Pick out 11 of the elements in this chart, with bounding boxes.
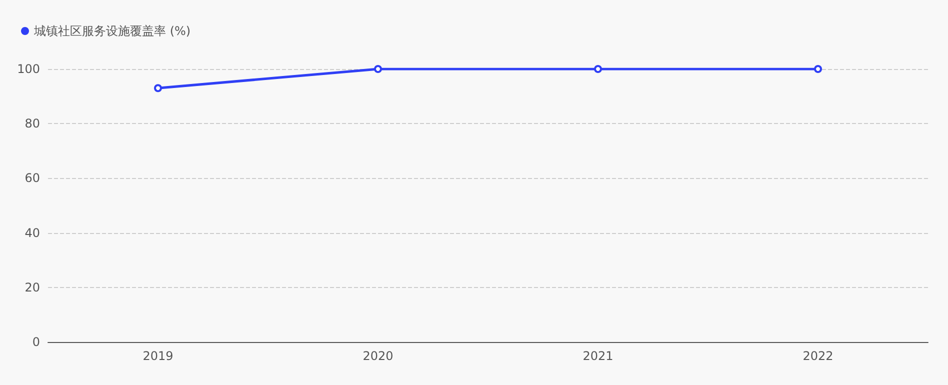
x-tick-label: 2020 xyxy=(362,349,394,363)
y-tick-label: 60 xyxy=(24,171,40,186)
y-tick-label: 20 xyxy=(24,280,40,294)
x-tick-label: 2021 xyxy=(582,349,614,363)
legend-label: 城镇社区服务设施覆盖率 (%) xyxy=(33,24,191,38)
y-tick-label: 0 xyxy=(32,335,40,349)
y-tick-label: 40 xyxy=(24,226,40,240)
x-tick-label: 2019 xyxy=(142,349,174,363)
y-tick-label: 100 xyxy=(17,62,40,76)
y-tick-label: 80 xyxy=(24,116,40,131)
x-tick-label: 2022 xyxy=(802,349,834,363)
